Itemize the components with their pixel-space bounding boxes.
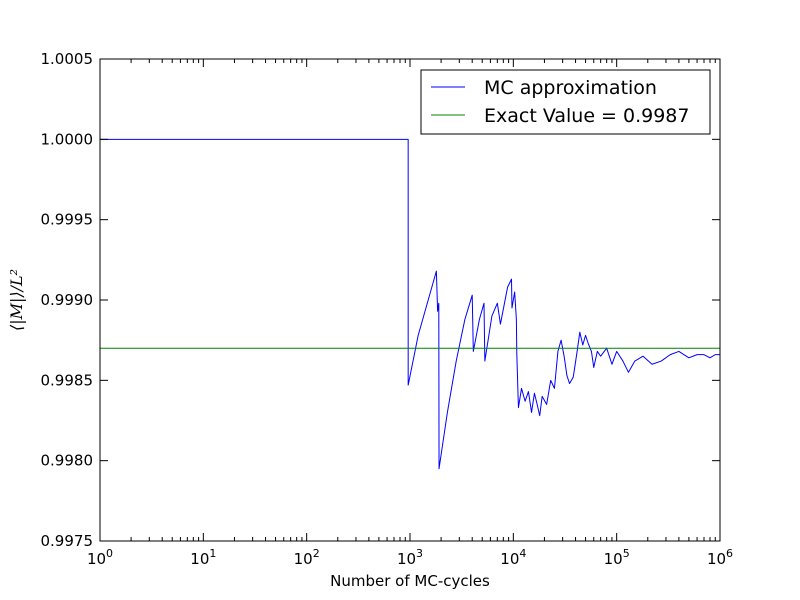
y-tick-label: 0.9995 bbox=[41, 211, 94, 229]
x-tick-label: 101 bbox=[190, 547, 216, 568]
y-tick-label: 0.9985 bbox=[41, 371, 94, 389]
y-tick-label: 0.9990 bbox=[41, 291, 94, 309]
y-tick-label: 0.9980 bbox=[41, 452, 94, 470]
y-tick-label: 0.9975 bbox=[41, 532, 94, 550]
x-tick-label: 102 bbox=[294, 547, 320, 568]
legend-entry: Exact Value = 0.9987 bbox=[484, 105, 689, 127]
series-line bbox=[100, 138, 720, 470]
x-axis-label: Number of MC-cycles bbox=[330, 572, 490, 590]
x-tick-label: 103 bbox=[397, 547, 423, 568]
x-tick-label: 106 bbox=[707, 547, 733, 568]
legend-entry: MC approximation bbox=[484, 77, 657, 99]
legend: MC approximation Exact Value = 0.9987 bbox=[420, 69, 711, 135]
legend-box bbox=[420, 69, 711, 135]
series-layer bbox=[100, 138, 720, 470]
x-tick-label: 104 bbox=[500, 547, 526, 568]
y-axis-label: ⟨|M|⟩/L² bbox=[7, 269, 26, 331]
y-tick-label: 1.0005 bbox=[41, 50, 94, 68]
y-tick-label: 1.0000 bbox=[41, 130, 94, 148]
ticks-layer: 100 101 102 103 104 105 106 0.9975 0.9980 0.9985 0… bbox=[41, 50, 734, 568]
x-tick-label: 100 bbox=[87, 547, 113, 568]
x-tick-label: 105 bbox=[604, 547, 630, 568]
plot-frame bbox=[99, 58, 721, 542]
